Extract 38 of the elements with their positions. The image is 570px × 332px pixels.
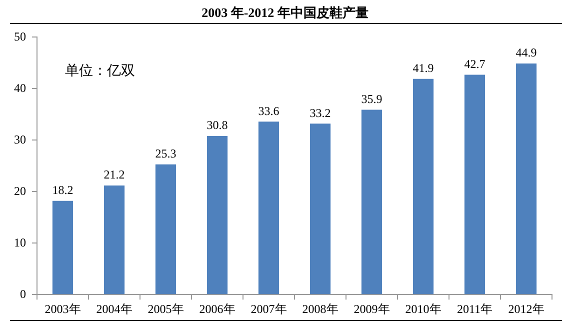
y-tick-label: 10: [14, 235, 26, 250]
x-tick-label: 2012年: [508, 302, 544, 316]
y-tick-label: 40: [14, 80, 26, 95]
data-label: 33.2: [310, 106, 331, 120]
x-tick-label: 2004年: [96, 302, 132, 316]
x-tick-label: 2003年: [44, 302, 81, 316]
x-tick-label: 2005年: [148, 302, 184, 316]
data-label: 25.3: [155, 146, 176, 161]
data-label: 30.8: [206, 118, 228, 132]
x-tick-label: 2008年: [302, 302, 338, 316]
x-tick-label: 2007年: [250, 302, 287, 316]
data-label: 18.2: [52, 183, 74, 198]
x-tick-label: 2010年: [405, 302, 442, 316]
bar: [258, 122, 280, 294]
y-tick-label: 20: [14, 184, 26, 198]
bar: [516, 63, 537, 294]
bar: [206, 136, 228, 294]
x-tick-label: 2006年: [199, 302, 236, 316]
bar: [412, 78, 434, 294]
y-tick-label: 0: [20, 286, 26, 301]
data-label: 33.6: [258, 104, 280, 118]
bar: [361, 110, 382, 294]
data-label: 41.9: [412, 61, 434, 76]
y-tick-label: 50: [14, 29, 26, 44]
bar: [104, 185, 125, 294]
annotation: 单位：亿双: [65, 62, 135, 79]
bar: [155, 164, 176, 294]
data-label: 42.7: [464, 56, 486, 71]
x-tick-label: 2009年: [354, 302, 390, 316]
chart-title: 2003 年-2012 年中国皮鞋产量: [200, 4, 370, 20]
bar: [310, 124, 331, 294]
data-label: 21.2: [104, 168, 125, 182]
data-label: 35.9: [361, 92, 382, 106]
x-tick-label: 2011年: [456, 302, 493, 316]
bar: [464, 74, 486, 294]
y-tick-label: 30: [14, 132, 26, 146]
bar: [52, 200, 74, 294]
data-label: 44.9: [516, 46, 537, 60]
